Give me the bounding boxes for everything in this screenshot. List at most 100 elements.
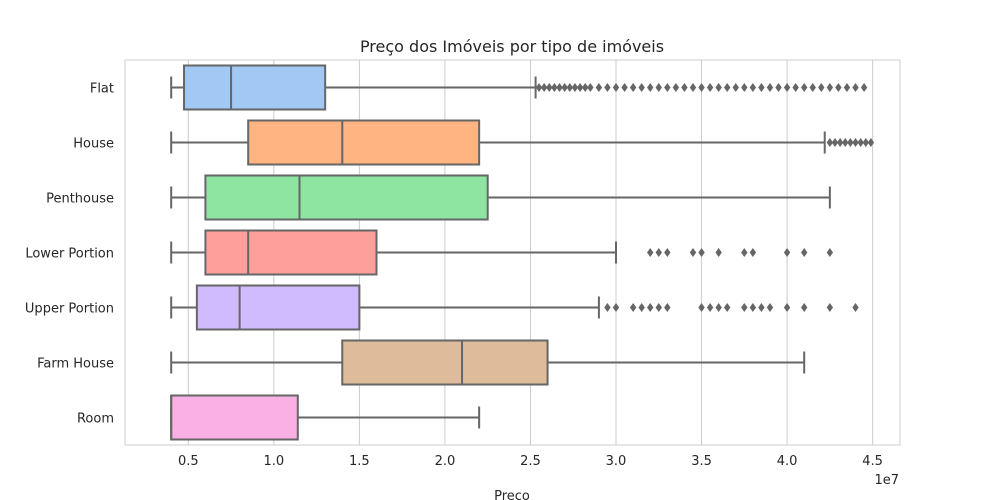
outlier-point — [551, 83, 558, 92]
y-tick-label: Flat — [90, 82, 114, 97]
outlier-point — [749, 303, 757, 312]
outlier-point — [655, 248, 662, 257]
outlier-point — [655, 303, 662, 312]
outlier-point — [604, 83, 611, 92]
boxes-layer — [170, 64, 875, 441]
outlier-point — [843, 83, 851, 92]
outlier-point — [783, 248, 791, 257]
x-axis-offset-label: 1e7 — [874, 473, 899, 488]
y-tick-label: Room — [77, 412, 114, 427]
x-tick-label: 2.5 — [520, 454, 541, 469]
box-lower-portion — [170, 229, 834, 276]
outlier-point — [629, 303, 637, 312]
outlier-point — [638, 83, 645, 92]
outlier-point — [706, 303, 714, 312]
outlier-point — [689, 248, 697, 257]
iqr-box — [247, 119, 481, 166]
outlier-point — [576, 83, 584, 92]
outlier-point — [556, 83, 563, 92]
x-tick-labels: 0.5 1.0 1.5 2.0 2.5 3.0 3.5 4.0 4.5 — [178, 454, 883, 469]
outlier-point — [587, 83, 594, 92]
outlier-point — [852, 303, 859, 312]
outlier-point — [758, 303, 765, 312]
outlier-point — [664, 248, 671, 257]
outlier-point — [749, 83, 757, 92]
x-tick-label: 4.0 — [777, 454, 798, 469]
box-farm-house — [170, 339, 806, 386]
outlier-point — [647, 83, 654, 92]
box-flat — [170, 64, 868, 111]
x-tick-label: 3.5 — [691, 454, 712, 469]
iqr-box — [341, 339, 549, 386]
outlier-point — [724, 303, 731, 312]
outlier-point — [681, 83, 688, 92]
chart-title: Preço dos Imóveis por tipo de imóveis — [360, 37, 664, 56]
outlier-point — [741, 248, 748, 257]
outlier-point — [698, 303, 705, 312]
outlier-point — [862, 138, 869, 147]
outlier-point — [540, 83, 548, 92]
x-tick-label: 0.5 — [178, 454, 199, 469]
iqr-box — [195, 284, 361, 331]
outlier-point — [758, 83, 765, 92]
iqr-box — [183, 64, 327, 111]
box-upper-portion — [170, 284, 859, 331]
outlier-point — [842, 138, 849, 147]
iqr-box — [204, 229, 378, 276]
outlier-point — [783, 303, 791, 312]
box-house — [170, 119, 875, 166]
outlier-point — [826, 83, 834, 92]
outlier-point — [847, 138, 854, 147]
outlier-point — [852, 83, 859, 92]
outlier-point — [672, 83, 680, 92]
outlier-point — [647, 248, 654, 257]
outlier-point — [715, 303, 722, 312]
outlier-point — [741, 83, 748, 92]
outlier-point — [800, 303, 808, 312]
outlier-point — [724, 83, 731, 92]
y-tick-label: House — [73, 137, 114, 152]
iqr-box — [204, 174, 489, 221]
outlier-point — [664, 83, 671, 92]
outlier-point — [818, 83, 825, 92]
outlier-point — [621, 83, 628, 92]
outlier-point — [835, 83, 842, 92]
outlier-point — [867, 138, 875, 147]
outlier-point — [792, 83, 799, 92]
outlier-point — [826, 303, 834, 312]
outlier-point — [706, 83, 714, 92]
outlier-point — [604, 303, 611, 312]
outlier-point — [800, 83, 808, 92]
outlier-point — [860, 83, 868, 92]
outlier-point — [647, 303, 654, 312]
y-tick-label: Penthouse — [46, 192, 114, 207]
x-tick-label: 1.5 — [349, 454, 370, 469]
y-tick-label: Lower Portion — [25, 247, 114, 262]
outlier-point — [698, 248, 705, 257]
outlier-point — [595, 83, 603, 92]
outlier-point — [655, 83, 662, 92]
x-tick-label: 2.0 — [435, 454, 456, 469]
outlier-point — [800, 248, 808, 257]
outlier-point — [664, 303, 671, 312]
outlier-point — [561, 83, 568, 92]
outlier-point — [698, 83, 705, 92]
iqr-box — [170, 394, 299, 441]
outlier-point — [741, 303, 748, 312]
outlier-point — [571, 83, 579, 92]
plot-frame — [124, 59, 901, 446]
outlier-point — [826, 138, 834, 147]
outlier-point — [715, 248, 722, 257]
outlier-point — [689, 83, 697, 92]
y-tick-label: Upper Portion — [25, 302, 114, 317]
x-tick-label: 4.5 — [862, 454, 883, 469]
outlier-point — [566, 83, 574, 92]
outlier-point — [783, 83, 791, 92]
box-penthouse — [170, 174, 831, 221]
x-tick-label: 1.0 — [263, 454, 284, 469]
outlier-point — [582, 83, 589, 92]
outlier-point — [836, 138, 844, 147]
outlier-point — [732, 83, 739, 92]
outlier-point — [766, 83, 774, 92]
